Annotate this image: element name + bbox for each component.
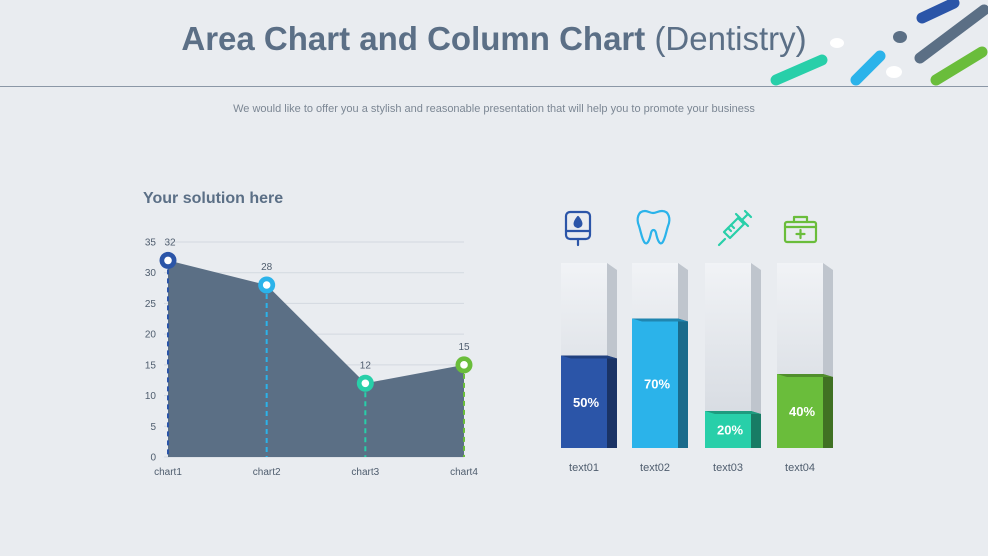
y-tick-label: 5 — [150, 422, 156, 433]
x-tick-label: chart1 — [154, 467, 182, 478]
syringe-icon — [717, 209, 753, 247]
page-subtitle: We would like to offer you a stylish and… — [233, 103, 755, 115]
column-bar-side — [751, 411, 761, 448]
y-tick-label: 30 — [145, 268, 157, 279]
page-title: Area Chart and Column Chart (Dentistry) — [0, 20, 988, 58]
data-point-center — [460, 361, 468, 369]
column-bar-side — [823, 374, 833, 448]
y-tick-label: 35 — [145, 238, 157, 249]
column-bar — [561, 355, 607, 448]
title-suffix: (Dentistry) — [654, 20, 807, 57]
data-point-center — [361, 379, 370, 388]
column-track-side — [751, 263, 761, 448]
column-bar-top — [561, 355, 617, 359]
data-label: 28 — [261, 262, 273, 273]
column-category-label: text04 — [785, 462, 815, 474]
y-tick-label: 15 — [145, 360, 157, 371]
column-bar-top — [705, 411, 761, 414]
column-bar-side — [607, 355, 617, 448]
column-value-label: 20% — [717, 423, 743, 438]
area-series — [168, 260, 464, 457]
data-point-center — [164, 256, 172, 265]
data-label: 32 — [164, 237, 176, 248]
y-tick-label: 20 — [145, 330, 157, 341]
column-bar-side — [678, 318, 688, 448]
data-label: 12 — [360, 360, 372, 371]
column-value-label: 50% — [573, 395, 599, 410]
column-bar-top — [632, 318, 688, 322]
column-category-label: text02 — [640, 462, 670, 474]
decorative-stripes — [770, 0, 988, 86]
y-tick-label: 10 — [145, 391, 157, 402]
column-bar — [632, 318, 678, 448]
y-tick-label: 25 — [145, 299, 157, 310]
tooth-icon — [636, 209, 671, 245]
iv-bag-icon — [564, 210, 592, 247]
data-label: 15 — [458, 342, 470, 353]
title-divider — [0, 86, 988, 87]
first-aid-kit-icon — [783, 215, 818, 244]
column-bar — [705, 411, 751, 448]
column-bar — [777, 374, 823, 448]
data-point-center — [262, 281, 271, 289]
x-tick-label: chart3 — [351, 467, 379, 478]
x-tick-label: chart2 — [253, 467, 281, 478]
column-value-label: 40% — [789, 404, 815, 419]
column-bar-top — [777, 374, 833, 377]
area-chart-heading: Your solution here — [143, 190, 284, 207]
column-value-label: 70% — [644, 376, 670, 391]
column-category-label: text01 — [569, 462, 599, 474]
y-tick-label: 0 — [150, 453, 156, 464]
x-tick-label: chart4 — [450, 467, 478, 478]
column-category-label: text03 — [713, 462, 743, 474]
title-main: Area Chart and Column Chart — [181, 20, 646, 57]
